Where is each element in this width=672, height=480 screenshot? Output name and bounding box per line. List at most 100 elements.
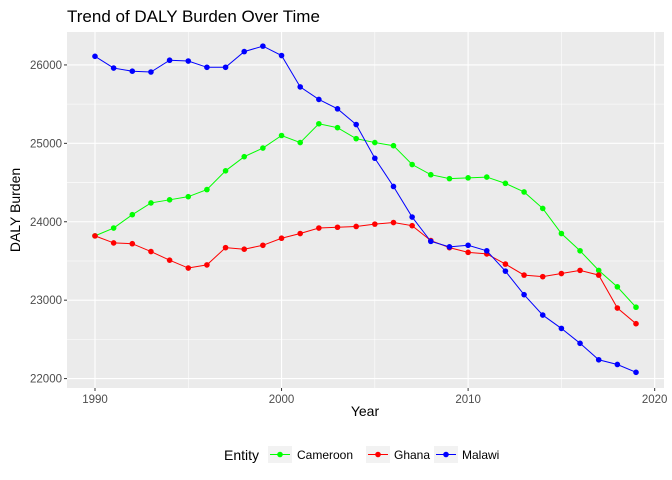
cameroon-data-point — [595, 267, 602, 274]
cameroon-data-point — [539, 205, 546, 212]
major-gridlines — [67, 32, 664, 388]
legend-title: Entity — [224, 447, 259, 463]
x-axis-title: Year — [351, 403, 380, 419]
ghana-data-point — [334, 224, 341, 231]
ghana-data-point — [241, 246, 248, 253]
cameroon-data-point — [502, 180, 509, 187]
malawi-data-point — [465, 242, 471, 249]
minor-gridlines — [67, 32, 664, 388]
malawi-data-point — [334, 106, 341, 112]
malawi-data-point — [278, 52, 285, 59]
ghana-data-point — [465, 249, 471, 256]
ghana-data-point — [316, 225, 322, 231]
malawi-data-point — [148, 69, 154, 75]
malawi-data-point — [297, 84, 304, 90]
malawi-data-point — [502, 268, 509, 274]
ghana-data-point — [92, 233, 98, 239]
malawi-data-point — [241, 48, 248, 55]
x-tick-label: 2010 — [455, 394, 481, 406]
ghana-data-point — [595, 272, 602, 278]
ghana-data-point — [390, 219, 397, 226]
malawi-data-point — [633, 369, 639, 376]
cameroon-data-point — [222, 167, 229, 174]
cameroon-data-point — [204, 186, 210, 193]
malawi-data-point — [316, 96, 322, 103]
ghana-data-point — [558, 270, 565, 277]
ghana-data-point — [278, 235, 285, 242]
cameroon-data-point — [372, 139, 378, 146]
cameroon-data-point — [278, 132, 285, 139]
legend-label-cameroon: Cameroon — [297, 448, 353, 462]
ghana-series-line — [94, 222, 637, 325]
ghana-data-point — [539, 273, 546, 280]
ghana-data-point — [110, 240, 117, 246]
malawi-data-point — [353, 121, 359, 128]
cameroon-data-point — [558, 230, 565, 237]
chart-title: Trend of DALY Burden Over Time — [67, 7, 320, 26]
legend-label-ghana: Ghana — [394, 448, 430, 462]
cameroon-data-point — [390, 142, 397, 149]
cameroon-data-point — [166, 197, 173, 203]
malawi-data-point — [110, 65, 117, 71]
ghana-data-point — [129, 240, 136, 247]
malawi-data-point — [92, 53, 98, 60]
cameroon-data-point — [614, 284, 621, 290]
ghana-data-point — [185, 265, 192, 271]
ghana-data-point — [260, 242, 266, 249]
cameroon-data-point — [129, 211, 136, 218]
malawi-data-point — [521, 291, 527, 298]
malawi-data-point — [204, 64, 210, 71]
y-tick-label: 25000 — [30, 138, 62, 150]
cameroon-data-point — [483, 174, 490, 180]
ghana-data-point — [372, 221, 378, 227]
y-tick-label: 22000 — [30, 374, 62, 386]
malawi-data-point — [409, 214, 415, 220]
malawi-data-point — [595, 356, 602, 363]
ghana-data-point — [148, 248, 154, 255]
malawi-data-point — [614, 361, 621, 368]
malawi-data-point — [577, 340, 583, 347]
legend-label-malawi: Malawi — [462, 448, 499, 462]
malawi-data-point — [166, 57, 173, 64]
malawi-data-point — [390, 183, 397, 190]
ghana-data-point — [222, 244, 229, 251]
y-tick-label: 23000 — [30, 295, 62, 307]
ghana-data-point — [614, 305, 621, 311]
legend-point-ghana — [375, 451, 381, 458]
x-tick-label: 1990 — [82, 394, 108, 406]
malawi-data-point — [446, 244, 453, 250]
malawi-data-point — [539, 312, 546, 318]
cameroon-data-point — [353, 135, 359, 142]
ghana-data-point — [577, 267, 583, 274]
cameroon-data-point — [521, 189, 527, 195]
cameroon-data-point — [110, 225, 117, 231]
x-axis: 1990 2000 2010 2020 — [82, 388, 667, 406]
legend-point-malawi — [443, 451, 449, 458]
malawi-data-point — [260, 43, 266, 49]
malawi-series-line — [94, 45, 637, 373]
malawi-data-point — [372, 155, 378, 162]
ghana-data-point — [633, 320, 639, 327]
malawi-data-point — [222, 64, 229, 71]
cameroon-data-point — [334, 124, 341, 131]
plot-panel — [67, 32, 664, 388]
malawi-data-point — [185, 58, 192, 64]
y-tick-label: 24000 — [30, 217, 62, 229]
legend: Entity Cameroon Ghana Malawi — [224, 446, 499, 463]
cameroon-data-point — [297, 139, 304, 146]
malawi-data-point — [427, 238, 434, 245]
cameroon-data-point — [465, 175, 471, 181]
x-tick-label: 2020 — [642, 394, 668, 406]
ghana-data-point — [166, 257, 173, 263]
ghana-data-point — [353, 223, 359, 230]
y-tick-label: 26000 — [30, 60, 62, 72]
cameroon-data-point — [409, 161, 415, 168]
x-tick-label: 2000 — [269, 394, 295, 406]
legend-point-cameroon — [277, 451, 283, 458]
cameroon-data-point — [446, 175, 453, 182]
y-axis-title: DALY Burden — [7, 168, 23, 252]
cameroon-data-point — [316, 120, 322, 127]
cameroon-data-point — [148, 200, 154, 206]
malawi-data-point — [483, 247, 490, 254]
